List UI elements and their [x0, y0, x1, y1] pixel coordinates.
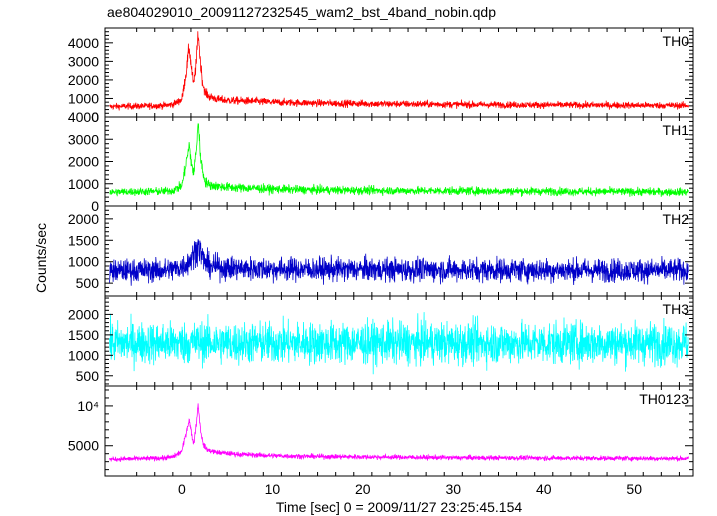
panel-th3: 500 1000 1500 2000 TH3 — [68, 295, 694, 387]
series-label-th0: TH0 — [663, 33, 690, 49]
series-line-th3 — [109, 312, 689, 375]
panel-th2: 500 1000 1500 2000 TH2 — [68, 205, 694, 297]
series-line-th0123 — [109, 403, 689, 462]
panel-th0: 0 1000 2000 3000 4000 TH0 — [68, 27, 694, 125]
x-tick-label: 40 — [536, 481, 552, 497]
y-tick-label: 2000 — [68, 154, 99, 170]
series-line-th0 — [109, 31, 689, 111]
x-tick-label: 50 — [626, 481, 642, 497]
y-tick-label: 1000 — [68, 347, 99, 363]
x-axis: 0 10 20 30 40 50 — [178, 481, 642, 497]
y-tick-label: 1500 — [68, 327, 99, 343]
y-tick-label: 1000 — [68, 90, 99, 106]
y-tick-label: 2000 — [68, 72, 99, 88]
panel-th0123: 5000 10⁴ TH0123 — [68, 385, 694, 477]
y-tick-label: 2000 — [68, 306, 99, 322]
y-tick-label: 10⁴ — [77, 398, 99, 414]
y-tick-label: 1000 — [68, 176, 99, 192]
series-label-th2: TH2 — [663, 211, 690, 227]
y-tick-label: 3000 — [68, 131, 99, 147]
y-tick-label: 5000 — [68, 438, 99, 454]
y-tick-label: 1000 — [68, 254, 99, 270]
y-tick-label: 1500 — [68, 232, 99, 248]
y-tick-label: 500 — [76, 275, 100, 291]
x-tick-label: 30 — [445, 481, 461, 497]
y-tick-label: 4000 — [68, 35, 99, 51]
series-label-th3: TH3 — [663, 301, 690, 317]
y-tick-label: 0 — [91, 198, 99, 214]
panels: 0 1000 2000 3000 4000 TH0 0 1000 2000 3000 4000 TH1… — [68, 27, 694, 477]
x-tick-label: 20 — [355, 481, 371, 497]
y-tick-label: 3000 — [68, 53, 99, 69]
panel-frame — [104, 385, 694, 477]
x-axis-label: Time [sec] 0 = 2009/11/27 23:25:45.154 — [276, 499, 523, 515]
y-tick-label: 500 — [76, 368, 100, 384]
x-tick-label: 10 — [265, 481, 281, 497]
series-line-th2 — [109, 239, 689, 286]
chart-title: ae804029010_20091127232545_wam2_bst_4ban… — [107, 4, 496, 20]
y-tick-label: 4000 — [68, 109, 99, 125]
y-tick-label: 2000 — [68, 211, 99, 227]
series-line-th1 — [109, 123, 689, 197]
series-label-th0123: TH0123 — [639, 391, 689, 407]
series-label-th1: TH1 — [663, 122, 690, 138]
y-tick-label: 0 — [91, 109, 99, 125]
x-tick-label: 0 — [178, 481, 186, 497]
panel-th1: 0 1000 2000 3000 4000 TH1 — [68, 109, 694, 214]
y-axis-label: Counts/sec — [33, 223, 49, 293]
